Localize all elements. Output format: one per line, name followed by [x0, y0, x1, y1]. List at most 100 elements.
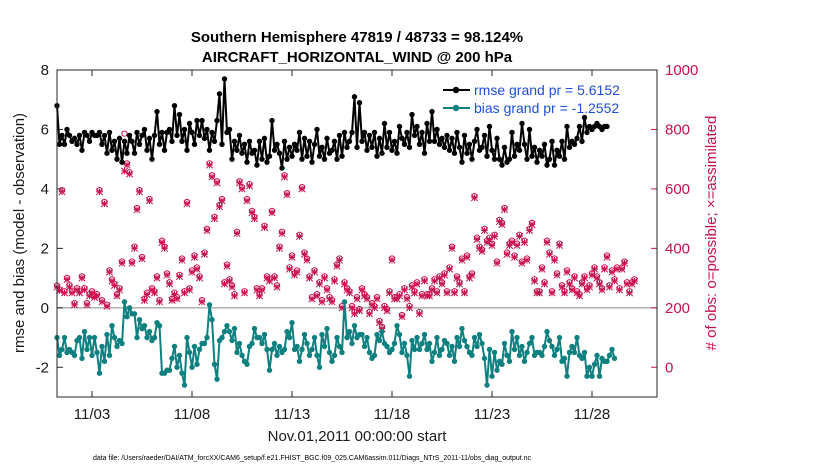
- bias-point: [119, 340, 125, 347]
- bias-point: [321, 343, 328, 350]
- rmse-point: [301, 135, 308, 142]
- rmse-point: [469, 156, 475, 162]
- obs-assimilated-point: [595, 280, 604, 288]
- obs-assimilated-point: [448, 244, 456, 252]
- bias-point: [309, 346, 315, 353]
- rmse-point: [344, 144, 350, 150]
- bias-point: [221, 328, 228, 335]
- obs-assimilated-point: [555, 241, 564, 249]
- bias-series: [54, 299, 618, 388]
- bias-point: [506, 358, 513, 365]
- obs-assimilated-point: [255, 292, 264, 300]
- obs-assimilated-point: [105, 268, 114, 276]
- bias-point: [351, 322, 358, 329]
- obs-assimilated-point: [498, 221, 506, 229]
- obs-assimilated-point: [115, 286, 124, 294]
- bias-point: [61, 334, 68, 341]
- obs-assimilated-point: [455, 280, 464, 288]
- rmse-point: [509, 129, 515, 136]
- bias-point: [301, 331, 308, 338]
- rmse-point: [546, 156, 553, 162]
- bias-point: [401, 340, 408, 347]
- bias-point: [371, 352, 378, 359]
- rmse-point: [456, 144, 463, 150]
- rmse-point: [246, 138, 253, 145]
- obs-assimilated-point: [70, 301, 79, 309]
- rmse-point: [571, 141, 578, 148]
- rmse-point: [436, 141, 443, 148]
- obs-assimilated-point: [478, 247, 486, 255]
- obs-assimilated-point: [563, 268, 571, 276]
- obs-assimilated-point: [78, 274, 86, 282]
- rmse-point: [226, 126, 233, 133]
- obs-assimilated-point: [453, 274, 461, 282]
- bias-point: [504, 352, 510, 359]
- bias-point: [106, 352, 113, 359]
- bias-point: [151, 334, 158, 341]
- obs-assimilated-point: [190, 253, 199, 261]
- bias-point: [449, 343, 455, 350]
- obs-assimilated-point: [293, 268, 301, 276]
- rmse-point: [454, 129, 460, 136]
- bias-point: [561, 355, 568, 362]
- bias-point: [391, 340, 398, 347]
- bias-point: [71, 352, 78, 359]
- obs-assimilated-point: [180, 289, 189, 297]
- obs-assimilated-point: [243, 197, 251, 205]
- bias-point: [346, 328, 353, 335]
- rmse-point: [284, 156, 290, 162]
- bias-point: [249, 340, 255, 347]
- bias-point: [519, 343, 525, 350]
- obs-assimilated-point: [213, 179, 221, 187]
- bias-point: [364, 334, 370, 341]
- obs-assimilated-point: [433, 289, 441, 297]
- bias-point: [476, 331, 483, 338]
- bias-point: [436, 352, 443, 359]
- bias-point: [169, 355, 175, 362]
- obs-assimilated-point: [133, 206, 141, 214]
- legend-marker-rmse: [452, 86, 460, 94]
- bias-point: [389, 346, 395, 353]
- obs-assimilated-point: [440, 271, 449, 279]
- rmse-point: [396, 123, 403, 130]
- obs-assimilated-point: [210, 215, 219, 223]
- obs-assimilated-point: [518, 259, 526, 267]
- rmse-point: [519, 120, 525, 127]
- obs-assimilated-point: [158, 238, 166, 246]
- obs-assimilated-point: [413, 280, 421, 288]
- rmse-point: [511, 153, 518, 159]
- obs-assimilated-point: [235, 179, 244, 187]
- obs-assimilated-point: [385, 289, 394, 297]
- obs-assimilated-point: [285, 265, 294, 273]
- rmse-point: [361, 129, 368, 136]
- rmse-point: [426, 138, 433, 145]
- obs-assimilated-point: [283, 191, 291, 199]
- obs-assimilated-point: [463, 253, 471, 261]
- rmse-point: [481, 132, 488, 139]
- x-axis-label: Nov.01,2011 00:00:00 start: [268, 428, 448, 445]
- rmse-point: [289, 153, 295, 159]
- obs-assimilated-point: [63, 276, 71, 284]
- obs-assimilated-point: [593, 274, 601, 282]
- obs-assimilated-point: [153, 274, 161, 282]
- bias-point: [236, 340, 243, 347]
- footnote: data file: /Users/raeder/DAI/ATM_forcXX/…: [93, 455, 532, 462]
- rmse-point: [251, 147, 258, 153]
- bias-point: [194, 361, 200, 367]
- x-tick-label: 11/08: [174, 406, 210, 423]
- rmse-point: [76, 132, 83, 139]
- bias-point: [539, 352, 545, 359]
- obs-assimilated-point: [568, 286, 576, 294]
- bias-point: [426, 340, 433, 347]
- bias-point: [316, 364, 323, 370]
- obs-assimilated-point: [565, 280, 574, 288]
- bias-point: [191, 343, 198, 350]
- obs-assimilated-point: [398, 313, 406, 321]
- obs-assimilated-point: [383, 307, 391, 315]
- obs-assimilated-point: [100, 200, 109, 208]
- rmse-point: [376, 135, 383, 142]
- rmse-point: [441, 144, 448, 150]
- rmse-point: [514, 141, 520, 148]
- rmse-point: [541, 141, 548, 148]
- bias-point: [196, 346, 203, 353]
